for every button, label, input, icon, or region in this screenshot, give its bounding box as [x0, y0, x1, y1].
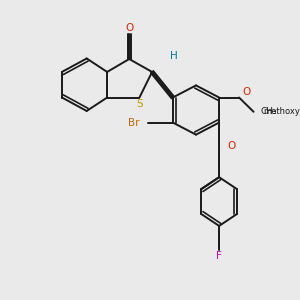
Text: S: S — [136, 99, 143, 109]
Text: methoxy: methoxy — [263, 107, 300, 116]
Text: O: O — [227, 141, 236, 151]
Text: F: F — [216, 251, 222, 261]
Text: O: O — [242, 87, 250, 97]
Text: H: H — [169, 51, 177, 61]
Text: O: O — [125, 23, 133, 33]
Text: Br: Br — [128, 118, 140, 128]
Text: CH₃: CH₃ — [260, 107, 277, 116]
